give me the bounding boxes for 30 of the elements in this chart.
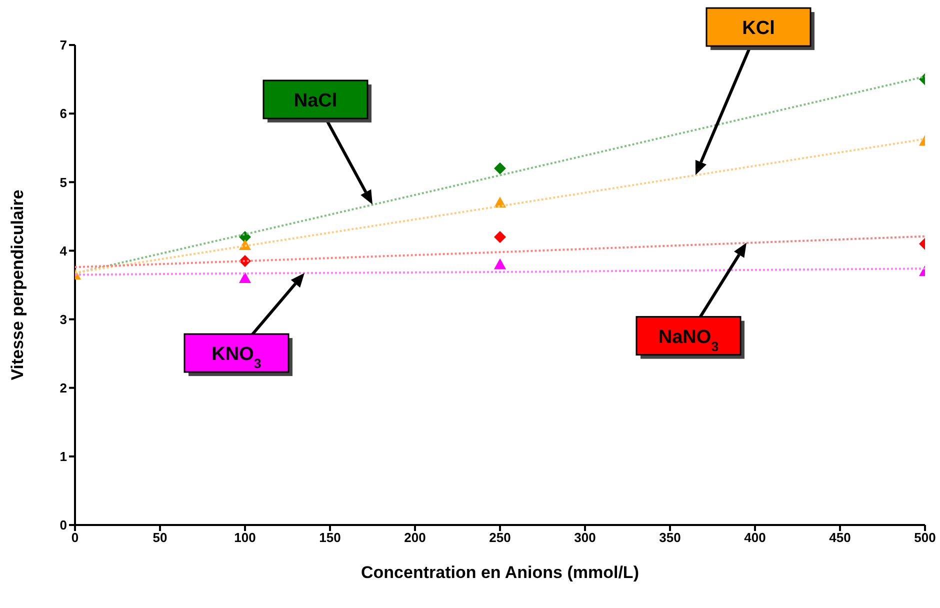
y-tick-label: 6 bbox=[60, 106, 67, 122]
point bbox=[494, 162, 506, 174]
text: NaCl bbox=[294, 90, 338, 112]
text: NaNO$_{3}$ bbox=[658, 326, 719, 354]
x-tick-label: 200 bbox=[404, 530, 426, 546]
text: KNO$_{3}$ bbox=[212, 344, 262, 371]
x-tick-label: 150 bbox=[319, 530, 341, 546]
y-tick-label: 2 bbox=[60, 380, 67, 396]
point bbox=[494, 231, 506, 243]
y-tick-label: 5 bbox=[60, 174, 67, 190]
y-tick-label: 7 bbox=[60, 38, 67, 53]
x-tick-label: 250 bbox=[489, 530, 511, 546]
x-tick-label: 50 bbox=[152, 530, 168, 546]
x-axis-title: Concentration en Anions (mmol/L) bbox=[361, 563, 639, 582]
line-series bbox=[75, 235, 925, 268]
x-tick-label: 400 bbox=[744, 530, 766, 546]
y-tick-label: 4 bbox=[60, 243, 68, 258]
text: KCl bbox=[742, 18, 775, 40]
y-axis-title: Vitesse perpendiculaire bbox=[8, 190, 28, 380]
point bbox=[494, 258, 506, 270]
x-tick-label: 500 bbox=[914, 530, 936, 546]
x-tick-label: 0 bbox=[71, 530, 79, 546]
x-tick-label: 300 bbox=[574, 530, 596, 546]
x-tick-label: 450 bbox=[829, 530, 851, 546]
y-tick-label: 1 bbox=[60, 449, 67, 464]
x-tick-label: 350 bbox=[659, 530, 681, 546]
y-tick-label: 3 bbox=[60, 312, 67, 327]
y-tick-label: 0 bbox=[60, 518, 67, 533]
x-tick-label: 100 bbox=[234, 530, 256, 546]
point bbox=[239, 272, 251, 283]
